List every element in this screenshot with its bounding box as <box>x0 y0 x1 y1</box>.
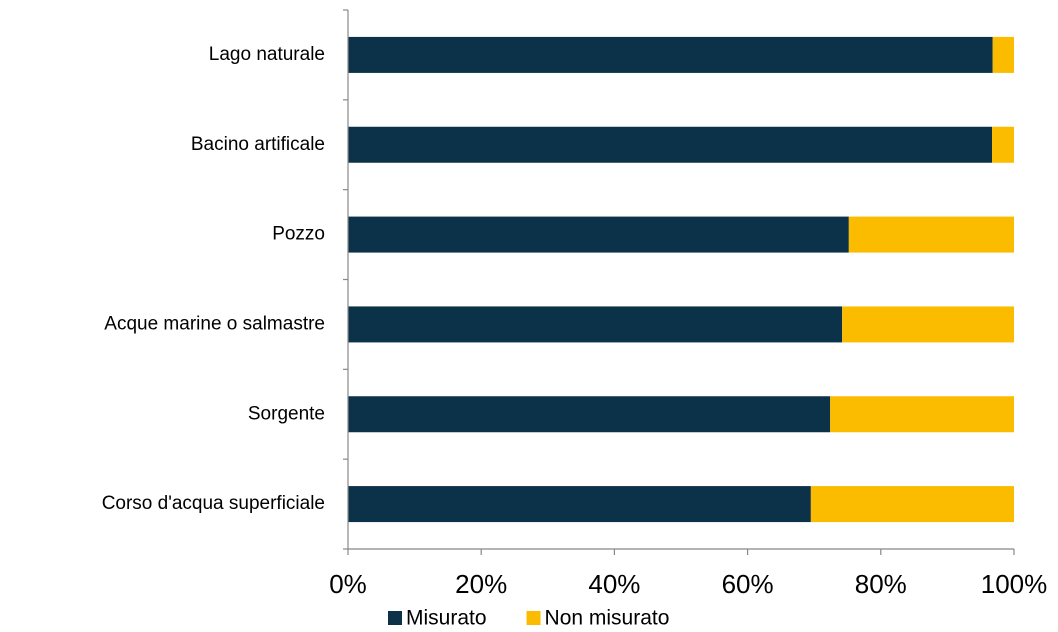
legend-label: Non misurato <box>545 607 670 630</box>
x-tick-label: 60% <box>722 569 774 599</box>
category-label: Pozzo <box>272 224 325 245</box>
x-tick-label: 20% <box>455 569 507 599</box>
legend-label: Misurato <box>406 607 487 630</box>
bar-segment <box>848 216 1014 253</box>
category-label: Corso d'acqua superficiale <box>102 493 325 514</box>
legend-swatch <box>388 611 402 625</box>
legend-swatch <box>526 611 541 625</box>
x-tick-label: 40% <box>588 569 640 599</box>
category-label: Acque marine o salmastre <box>104 313 325 334</box>
bar-segment <box>348 216 849 253</box>
bar-segment <box>842 306 1014 343</box>
x-tick-label: 0% <box>329 569 367 599</box>
bar-segment <box>830 396 1014 433</box>
x-tick-label: 80% <box>855 569 907 599</box>
bar-segment <box>810 486 1014 523</box>
bar-segment <box>348 306 843 343</box>
bar-segment <box>348 486 811 523</box>
x-tick-label: 100% <box>981 569 1048 599</box>
category-label: Sorgente <box>248 403 325 424</box>
bar-segment <box>348 126 993 163</box>
category-label: Bacino artificale <box>191 134 325 155</box>
bar-segment <box>992 36 1014 73</box>
category-label: Lago naturale <box>209 44 325 65</box>
bar-segment <box>992 126 1014 163</box>
bar-segment <box>348 396 831 433</box>
bar-segment <box>348 36 993 73</box>
